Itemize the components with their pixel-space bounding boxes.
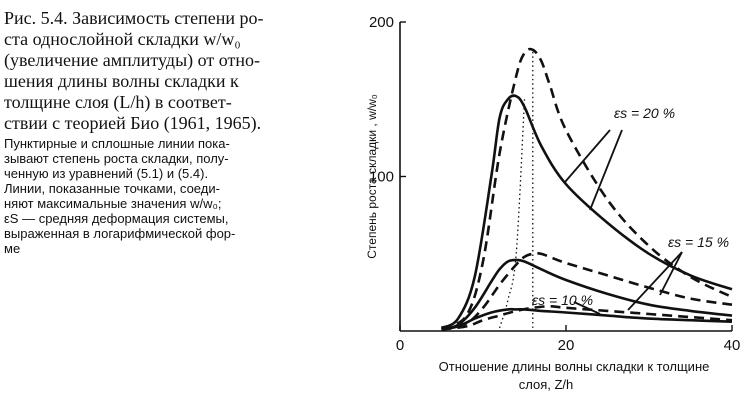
caption-line: шения длины волны складки к — [4, 71, 239, 91]
annotation-label: εs = 15 % — [668, 234, 729, 250]
note-line: ченную из уравнений (5.1) и (5.4). — [4, 166, 209, 181]
annotation-leader — [573, 301, 601, 315]
note-line: няют максимальные значения w/w₀; — [4, 196, 222, 211]
caption-line: ствии с теорией Био (1961, 1965). — [4, 113, 262, 133]
figure-caption: Рис. 5.4. Зависимость степени ро- ста од… — [4, 8, 340, 256]
series-dashed-15 — [441, 252, 733, 331]
annotation-label: εs = 10 % — [532, 292, 593, 308]
caption-line: Рис. 5.4. Зависимость степени ро- — [4, 8, 264, 28]
caption-line: ста однослойной складки w/w₀ — [4, 29, 241, 49]
note-line: зывают степень роста складки, полу- — [4, 151, 229, 166]
y-tick-label: 100 — [369, 169, 394, 186]
series-dashed-20 — [440, 47, 733, 330]
annotation-label: εs = 20 % — [614, 105, 675, 121]
annotation-leader — [627, 251, 683, 311]
y-axis-label: Степень роста складки , w/w₀ — [365, 94, 379, 258]
annotation-leader — [564, 129, 611, 183]
y-tick-label: 200 — [369, 14, 394, 31]
note-line: ме — [4, 241, 21, 256]
annotation-leader — [659, 251, 683, 296]
growth-rate-chart: 0 20 40 100 200 εs = 20 % εs = 15 % εs = 10 % Ст… — [365, 14, 741, 392]
x-tick-label: 20 — [558, 337, 575, 354]
series-solid-10 — [441, 307, 733, 331]
annotation-leader — [589, 129, 623, 211]
note-line: выраженная в логарифмической фор- — [4, 226, 236, 241]
note-line: Линии, показанные точками, соеди- — [4, 181, 220, 196]
series-solid-20 — [440, 94, 733, 330]
x-axis-label: Отношение длины волны складки к толщине — [439, 359, 710, 374]
note-line: Пунктирные и сплошные линии пока- — [4, 136, 230, 151]
x-tick-label: 40 — [724, 337, 741, 354]
caption-main: Рис. 5.4. Зависимость степени ро- ста од… — [4, 8, 340, 134]
caption-line: толщине слоя (L/h) в соответ- — [4, 92, 232, 112]
note-line: εS — средняя деформация системы, — [4, 211, 229, 226]
series-dashed-10 — [441, 304, 733, 331]
x-axis-label: слоя, Z/h — [519, 377, 574, 392]
series-solid-15 — [441, 258, 733, 331]
caption-note: Пунктирные и сплошные линии пока- зывают… — [4, 136, 340, 256]
x-tick-label: 0 — [396, 337, 404, 354]
caption-line: (увеличение амплитуды) от отно- — [4, 50, 261, 70]
